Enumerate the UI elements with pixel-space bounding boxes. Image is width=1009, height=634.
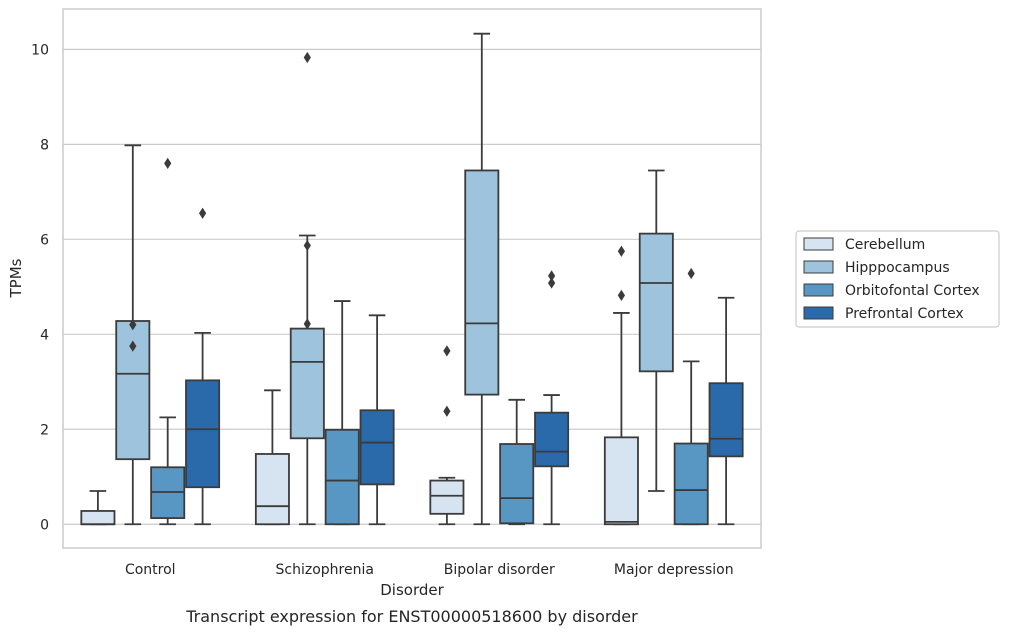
box-body [324, 428, 360, 526]
box [429, 345, 465, 526]
x-axis-ticks: Control Schizophrenia Bipolar disorder Majo… [125, 562, 734, 578]
box-body [80, 510, 116, 526]
plot-frame [62, 8, 762, 549]
outlier-point [617, 289, 625, 301]
outlier-point [129, 340, 137, 352]
outlier-point [164, 157, 172, 169]
box [254, 389, 290, 526]
box [289, 51, 325, 526]
legend-item: Prefrontal Cortex [803, 306, 964, 322]
outlier-point [443, 345, 451, 357]
y-tick-label: 6 [40, 232, 49, 248]
box [464, 32, 500, 526]
box-body [673, 442, 709, 526]
legend-swatch [803, 260, 834, 274]
legend-label: Prefrontal Cortex [845, 306, 964, 322]
y-tick-label: 2 [40, 422, 49, 438]
box [324, 300, 360, 526]
outlier-point [548, 270, 556, 282]
box-body [708, 382, 744, 458]
box [708, 296, 744, 526]
outlier-point [129, 319, 137, 331]
outlier-point [303, 318, 311, 330]
outlier-point [617, 245, 625, 257]
box-body [359, 409, 395, 486]
legend-swatch [803, 237, 834, 251]
legend-label: Hipppocampus [845, 260, 950, 276]
x-axis-label: Disorder [380, 581, 444, 599]
legend-label: Cerebellum [845, 237, 925, 253]
box [638, 169, 674, 492]
box-body [534, 411, 570, 468]
gridlines [63, 48, 761, 525]
box-body [185, 379, 221, 489]
box [534, 270, 570, 526]
box-body [464, 169, 500, 396]
box [499, 398, 535, 526]
legend-frame [795, 230, 1000, 328]
legend-item: Cerebellum [803, 237, 925, 253]
outlier-point [303, 239, 311, 252]
boxes-layer [80, 32, 744, 526]
box [673, 267, 709, 526]
box-body [254, 453, 290, 526]
box-body [429, 479, 465, 515]
box [603, 245, 639, 526]
legend-item: Orbitofontal Cortex [803, 283, 980, 299]
box [115, 144, 151, 526]
y-axis-ticks: 0 2 4 6 8 10 [31, 42, 49, 533]
box-body [603, 436, 639, 526]
legend-swatch [803, 306, 834, 320]
box [80, 490, 116, 526]
y-tick-label: 0 [40, 517, 49, 533]
y-tick-label: 10 [31, 42, 49, 58]
box [359, 314, 395, 526]
y-tick-label: 4 [40, 327, 49, 343]
legend-swatch [803, 283, 834, 297]
x-tick-label: Control [125, 562, 176, 578]
x-tick-label: Bipolar disorder [444, 562, 555, 578]
x-tick-label: Major depression [614, 562, 734, 578]
outlier-point [548, 277, 556, 289]
y-tick-label: 8 [40, 137, 49, 153]
outlier-point [443, 405, 451, 417]
box-body [499, 443, 535, 525]
x-tick-label: Schizophrenia [276, 562, 374, 578]
chart-caption: Transcript expression for ENST0000051860… [185, 607, 638, 626]
legend-label: Orbitofontal Cortex [845, 283, 980, 299]
outlier-point [687, 267, 695, 280]
legend-item: Hipppocampus [803, 260, 950, 276]
box-body [638, 232, 674, 373]
box-body [115, 320, 151, 461]
box [150, 157, 186, 526]
outlier-point [303, 51, 311, 64]
outlier-point [199, 207, 207, 219]
box [185, 207, 221, 526]
y-axis-label: TPMs [7, 258, 25, 298]
legend: Cerebellum Hipppocampus Orbitofontal Corte… [795, 230, 1000, 328]
box-body [289, 327, 325, 440]
